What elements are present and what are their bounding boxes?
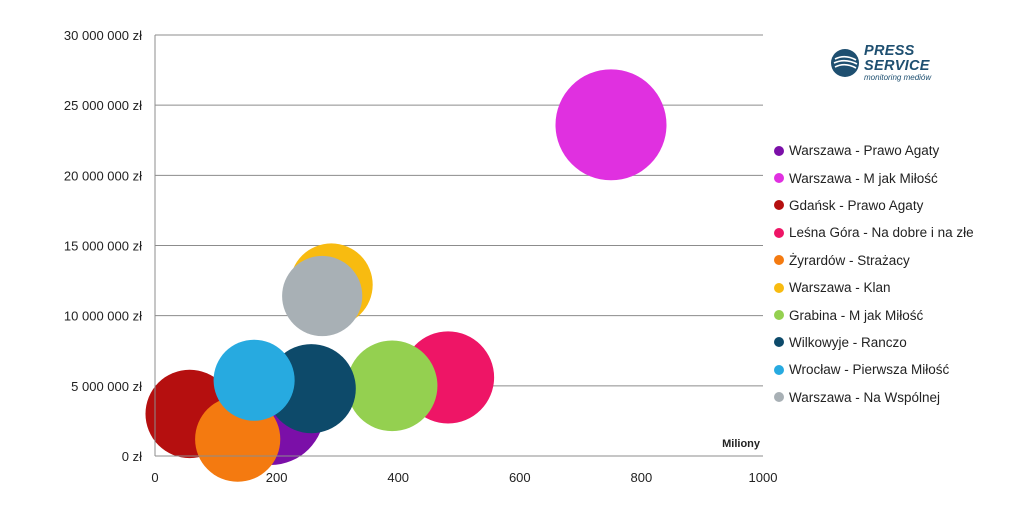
legend-label: Grabina - M jak Miłość — [789, 307, 924, 323]
legend-item: Warszawa - M jak Miłość — [774, 164, 974, 191]
legend-item: Warszawa - Klan — [774, 274, 974, 301]
x-tick-label: 600 — [509, 470, 531, 485]
legend-marker — [774, 200, 784, 211]
bubble: Wrocław - Pierwsza Miłość — [213, 339, 295, 421]
legend-marker — [774, 282, 784, 293]
bubble: Warszawa - M jak Miłość — [555, 69, 667, 181]
x-axis-unit-label: Miliony — [722, 438, 761, 450]
legend-label: Warszawa - M jak Miłość — [789, 170, 938, 186]
x-axis-ticks: 0 200 400 600 800 1000 — [151, 470, 777, 485]
legend-label: Warszawa - Na Wspólnej — [789, 389, 941, 405]
y-tick-label: 20 000 000 zł — [64, 168, 142, 183]
x-tick-label: 800 — [631, 470, 653, 485]
legend-label: Leśna Góra - Na dobre i na złe — [789, 225, 974, 241]
legend-label: Wrocław - Pierwsza Miłość — [789, 362, 950, 378]
bubble: Grabina - M jak Miłość — [346, 340, 438, 432]
legend-item: Leśna Góra - Na dobre i na złe — [774, 219, 974, 246]
legend-label: Warszawa - Prawo Agaty — [789, 143, 940, 159]
logo-line-press: PRESS — [864, 43, 915, 59]
legend-item: Wilkowyje - Ranczo — [774, 329, 974, 356]
y-tick-label: 15 000 000 zł — [64, 239, 142, 254]
y-tick-label: 25 000 000 zł — [64, 98, 142, 113]
x-tick-label: 0 — [151, 470, 158, 485]
legend-item: Warszawa - Prawo Agaty — [774, 137, 974, 164]
x-tick-label: 1000 — [749, 470, 778, 485]
legend-item: Żyrardów - Strażacy — [774, 247, 974, 274]
legend-marker — [774, 255, 784, 266]
legend-label: Gdańsk - Prawo Agaty — [789, 197, 924, 213]
x-tick-label: 400 — [387, 470, 409, 485]
axes — [154, 35, 763, 457]
legend-marker — [774, 227, 784, 238]
legend-marker — [774, 364, 784, 375]
legend-label: Wilkowyje - Ranczo — [789, 334, 907, 350]
legend-marker — [774, 310, 784, 321]
press-service-logo-icon — [831, 49, 859, 77]
legend-marker — [774, 145, 784, 156]
press-service-logo: PRESS SERVICE monitoring mediów — [830, 44, 931, 82]
x-tick-label: 200 — [266, 470, 288, 485]
legend-marker — [774, 392, 784, 403]
bubble: Warszawa - Na Wspólnej — [282, 255, 363, 337]
y-axis-ticks: 0 zł 5 000 000 zł 10 000 000 zł 15 000 000 … — [64, 28, 142, 464]
y-tick-label: 5 000 000 zł — [71, 379, 142, 394]
legend-item: Wrocław - Pierwsza Miłość — [774, 356, 974, 383]
legend-label: Warszawa - Klan — [789, 280, 891, 296]
legend-item: Warszawa - Na Wspólnej — [774, 384, 974, 411]
y-tick-label: 10 000 000 zł — [64, 309, 142, 324]
legend-marker — [774, 173, 784, 184]
y-tick-label: 30 000 000 zł — [64, 28, 142, 43]
logo-tagline: monitoring mediów — [864, 73, 932, 82]
legend-marker — [774, 337, 784, 348]
logo-line-service: SERVICE — [864, 57, 930, 74]
legend-label: Żyrardów - Strażacy — [789, 252, 910, 268]
legend-item: Grabina - M jak Miłość — [774, 301, 974, 328]
legend-item: Gdańsk - Prawo Agaty — [774, 192, 974, 219]
y-tick-label: 0 zł — [122, 449, 142, 464]
grid-lines — [155, 34, 763, 387]
chart-legend: Warszawa - Prawo Agaty Warszawa - M jak M… — [774, 137, 974, 411]
